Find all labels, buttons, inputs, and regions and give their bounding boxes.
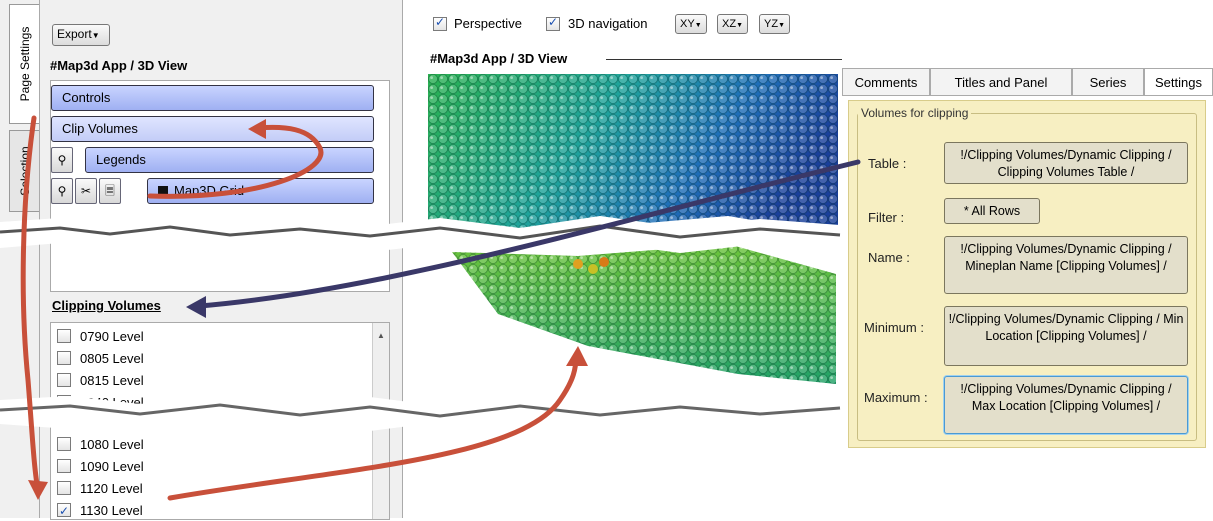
level-label: 0790 Level <box>80 329 144 344</box>
filter-label: Filter : <box>868 210 905 225</box>
level-checkbox[interactable] <box>57 351 71 365</box>
table-field[interactable]: !/Clipping Volumes/Dynamic Clipping / Cl… <box>944 142 1188 184</box>
level-checkbox[interactable] <box>57 373 71 387</box>
xz-label: XZ <box>722 18 737 30</box>
list-item[interactable]: 0805 Level <box>57 349 144 369</box>
tab-titles-label: Titles and Panel <box>954 75 1048 90</box>
perspective-label: Perspective <box>454 16 522 31</box>
list-item[interactable]: 1090 Level <box>57 457 144 477</box>
title-rule <box>606 59 842 60</box>
clipping-volumes-title: Clipping Volumes <box>52 298 161 313</box>
table-label: Table : <box>868 156 907 171</box>
list-item[interactable]: 1120 Level <box>57 479 143 499</box>
list-item-clip-volumes[interactable]: Clip Volumes <box>51 116 374 142</box>
minimum-field[interactable]: !/Clipping Volumes/Dynamic Clipping / Mi… <box>944 306 1188 366</box>
3d-view-canvas[interactable] <box>428 74 838 518</box>
tab-page-settings[interactable]: Page Settings <box>9 4 40 124</box>
chevron-down-icon: ▼ <box>778 22 785 29</box>
navigation-checkbox[interactable] <box>546 15 560 31</box>
document-icon[interactable]: 🗏 <box>99 178 121 204</box>
xy-label: XY <box>680 18 695 30</box>
level-checkbox[interactable] <box>57 329 71 343</box>
perspective-checkbox[interactable] <box>433 15 447 31</box>
list-item[interactable]: 0815 Level <box>57 371 144 391</box>
level-label: 0805 Level <box>80 351 144 366</box>
level-label: 1120 Level <box>80 481 143 496</box>
chevron-down-icon: ▼ <box>736 22 743 29</box>
navy-arrow <box>186 159 861 318</box>
export-label: Export <box>57 27 92 41</box>
tab-series[interactable]: Series <box>1072 68 1144 96</box>
group-title: Volumes for clipping <box>858 106 972 120</box>
level-checkbox[interactable] <box>57 437 71 451</box>
tab-comments[interactable]: Comments <box>842 68 930 96</box>
clipping-group: Volumes for clipping Table : !/Clipping … <box>857 106 1197 441</box>
tab-series-label: Series <box>1089 75 1127 90</box>
page-title: #Map3d App / 3D View <box>50 58 188 73</box>
page-settings-panel: Export▼ #Map3d App / 3D View Controls Cl… <box>39 0 403 521</box>
xy-button[interactable]: XY▼ <box>675 14 707 34</box>
scroll-up-icon[interactable]: ▲ <box>377 331 385 340</box>
grid-icon <box>158 186 168 196</box>
yz-button[interactable]: YZ▼ <box>759 14 790 34</box>
level-checkbox[interactable] <box>57 501 71 521</box>
navigation-label: 3D navigation <box>568 16 648 31</box>
control-list: Controls Clip Volumes ⚲ Legends ⚲ ✂ 🗏 Ma… <box>50 80 390 292</box>
chevron-down-icon: ▼ <box>91 31 100 40</box>
side-tab-strip: Page Settings Selection <box>0 0 40 518</box>
controls-label: Controls <box>62 90 111 105</box>
list-item[interactable]: 1080 Level <box>57 435 144 455</box>
list-item-legends[interactable]: Legends <box>85 147 374 173</box>
red-arrows <box>20 115 588 501</box>
minimum-label: Minimum : <box>864 320 924 335</box>
view-title: #Map3d App / 3D View <box>430 51 568 66</box>
filter-field[interactable]: * All Rows <box>944 198 1040 224</box>
level-label: 1130 Level <box>80 503 143 518</box>
search-icon[interactable]: ⚲ <box>51 147 73 173</box>
clip-volumes-label: Clip Volumes <box>62 121 138 136</box>
torn-edge-upper <box>0 216 841 254</box>
view-toolbar: Perspective 3D navigation XY▼ XZ▼ YZ▼ #M… <box>428 0 848 74</box>
legends-label: Legends <box>96 152 146 167</box>
tab-settings-label: Settings <box>1155 75 1202 90</box>
name-label: Name : <box>868 250 910 265</box>
maximum-label: Maximum : <box>864 390 928 405</box>
level-label: 0815 Level <box>80 373 144 388</box>
list-item[interactable]: 1130 Level <box>57 501 143 521</box>
yz-label: YZ <box>764 18 779 30</box>
point-cloud-upper <box>428 74 838 242</box>
chevron-down-icon: ▼ <box>694 22 702 29</box>
list-item[interactable]: 0790 Level <box>57 327 144 347</box>
scissors-icon[interactable]: ✂ <box>75 178 97 204</box>
list-item-controls[interactable]: Controls <box>51 85 374 111</box>
tab-comments-label: Comments <box>854 75 918 90</box>
maximum-field[interactable]: !/Clipping Volumes/Dynamic Clipping / Ma… <box>944 376 1188 434</box>
level-label: 1080 Level <box>80 437 144 452</box>
tab-titles-panel[interactable]: Titles and Panel <box>930 68 1072 96</box>
name-field[interactable]: !/Clipping Volumes/Dynamic Clipping / Mi… <box>944 236 1188 294</box>
settings-body: Volumes for clipping Table : !/Clipping … <box>848 100 1206 448</box>
export-button[interactable]: Export▼ <box>52 24 110 46</box>
xz-button[interactable]: XZ▼ <box>717 14 748 34</box>
torn-edge-lower <box>0 395 841 433</box>
level-checkbox[interactable] <box>57 459 71 473</box>
search-icon[interactable]: ⚲ <box>51 178 73 204</box>
level-checkbox[interactable] <box>57 481 71 495</box>
level-label: 1090 Level <box>80 459 144 474</box>
